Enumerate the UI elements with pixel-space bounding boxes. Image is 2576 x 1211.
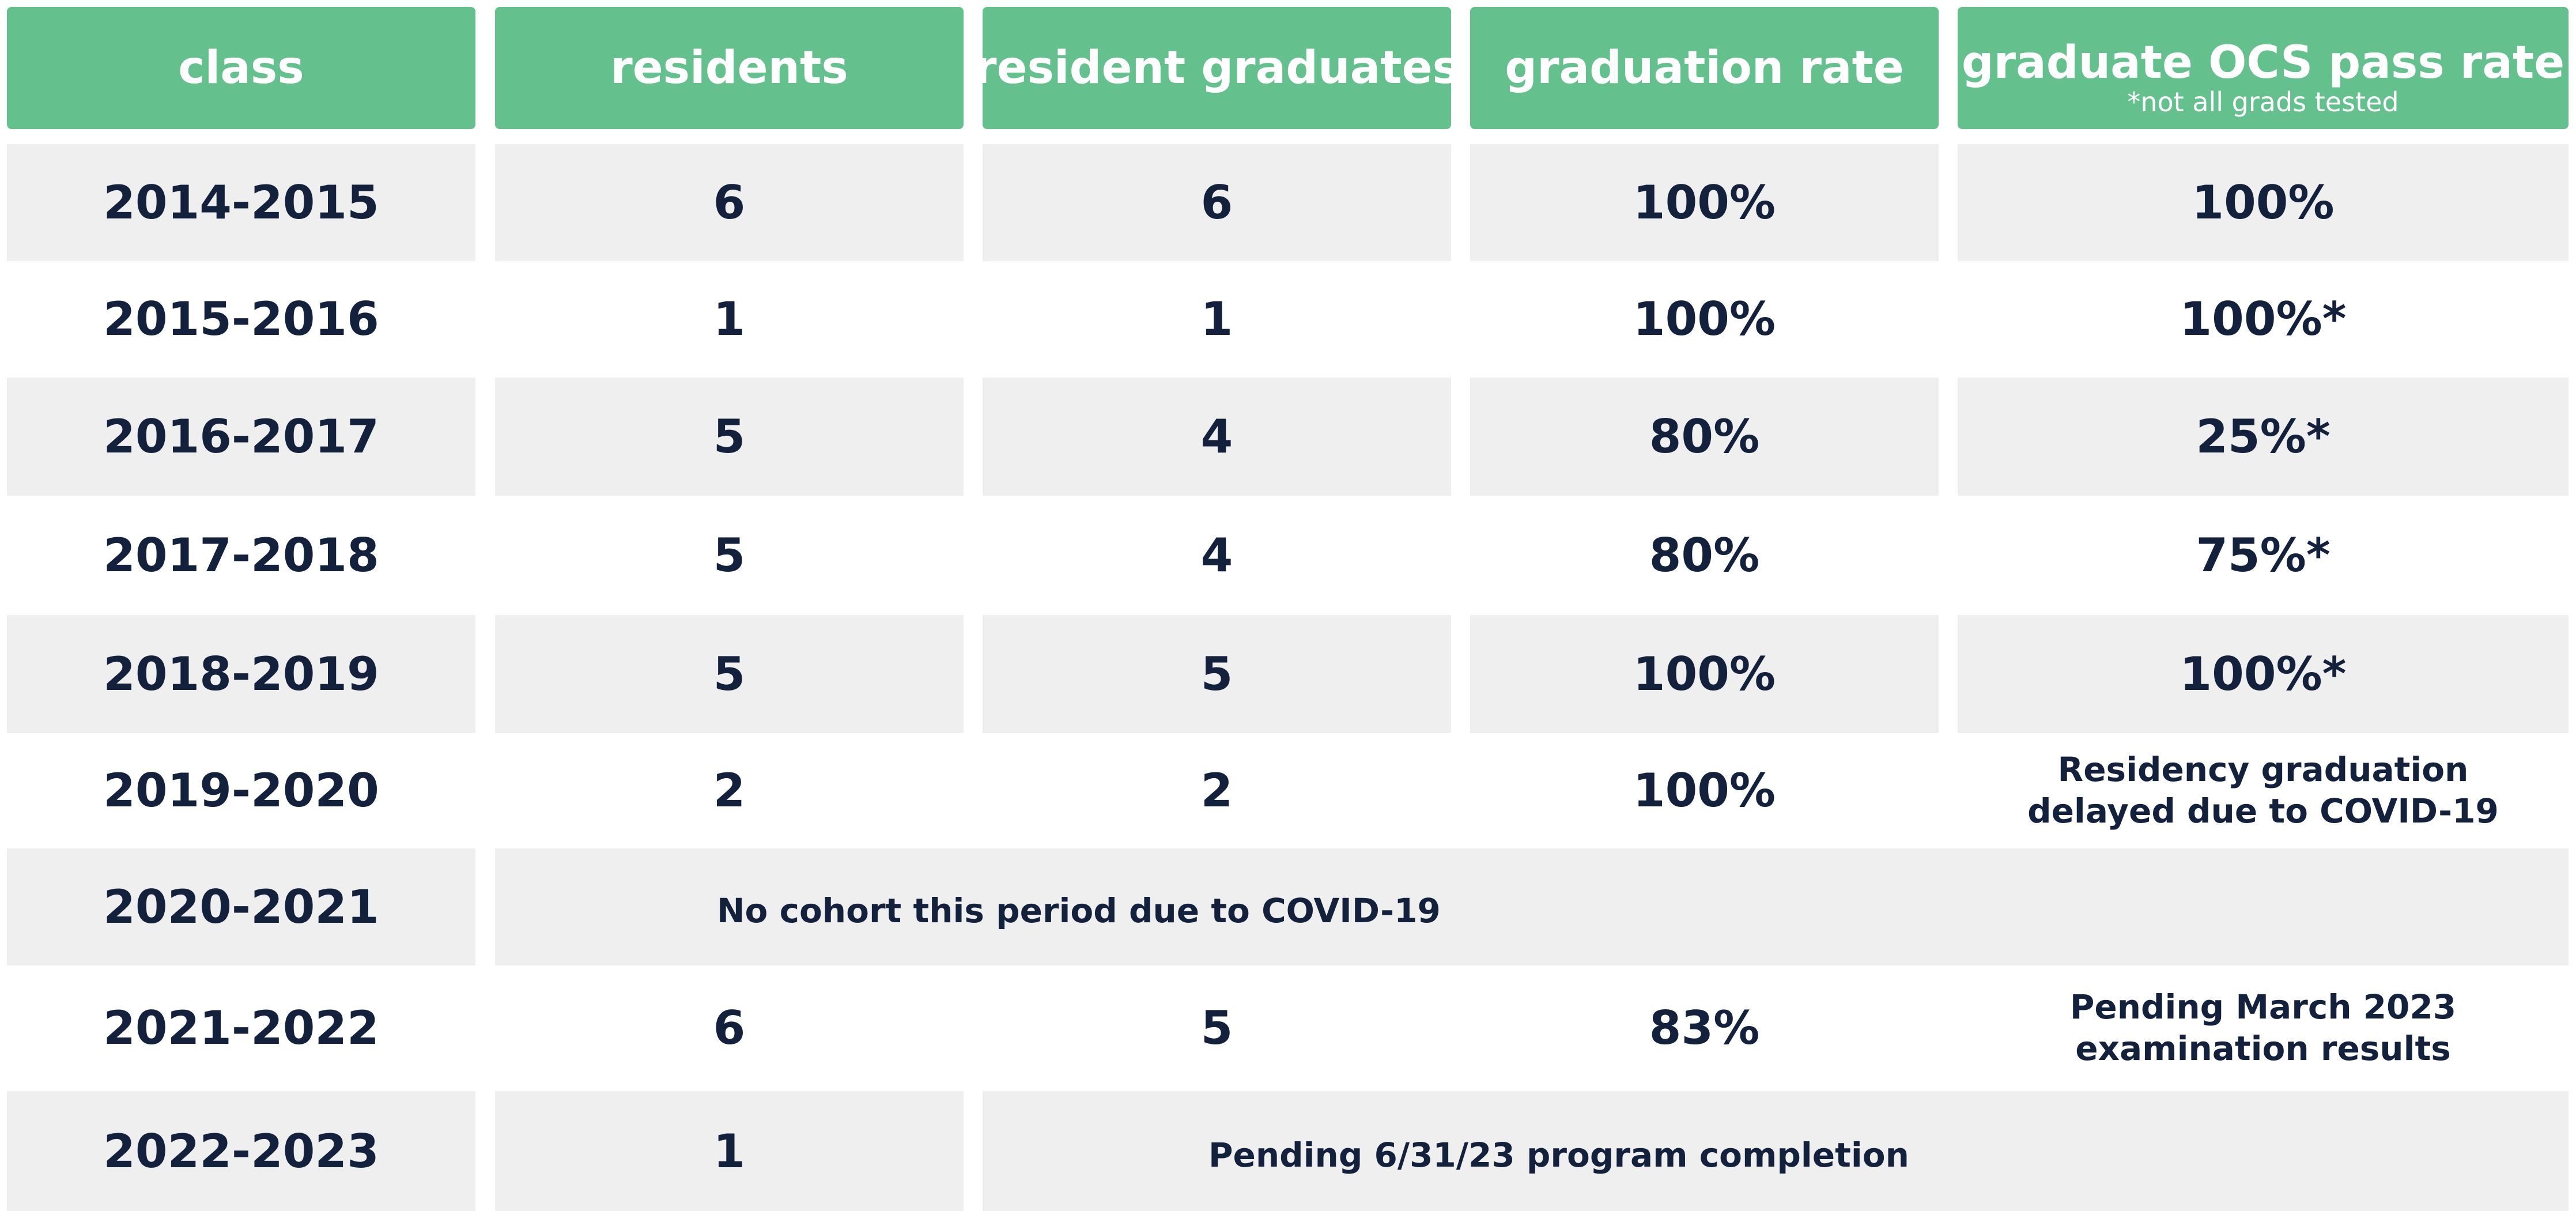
cell-class-2016-2017: 2016-2017 — [7, 378, 475, 496]
cell-residents-2022-2023: 1 — [495, 1091, 964, 1211]
cell-ocs-2021-2022: Pending March 2023 examination results — [1958, 967, 2569, 1089]
cell-ocs-2017-2018: 75%* — [2196, 528, 2331, 582]
cell-class-2019-2020: 2019-2020 — [103, 763, 379, 817]
header-residents: residents — [495, 7, 964, 129]
cell-grad-rate-2014-2015: 100% — [1470, 144, 1939, 261]
cell-graduates-2016-2017: 4 — [983, 378, 1451, 496]
cell-class-2020-2021: 2020-2021 — [7, 848, 475, 965]
cell-grad-rate-2015-2016: 100% — [1633, 292, 1776, 346]
cell-note-2020-2021: No cohort this period due to COVID-19 — [495, 848, 2569, 965]
header-graduation-rate-label: graduation rate — [1505, 42, 1904, 94]
cell-residents-2015-2016: 1 — [713, 292, 746, 346]
cell-grad-rate-2017-2018: 80% — [1649, 528, 1760, 582]
header-residents-label: residents — [610, 42, 848, 94]
header-resident-graduates: resident graduates — [975, 7, 1459, 129]
cell-graduates-2021-2022: 5 — [1200, 1001, 1233, 1055]
cell-graduates-2019-2020: 2 — [1200, 763, 1233, 817]
cell-graduates-2015-2016: 1 — [1200, 292, 1233, 346]
cell-class-2015-2016: 2015-2016 — [103, 292, 379, 346]
ocs-2021-2022-line2: examination results — [2075, 1029, 2451, 1068]
cell-class-2014-2015: 2014-2015 — [7, 144, 475, 261]
cell-ocs-2015-2016: 100%* — [2180, 292, 2347, 346]
cell-class-2021-2022: 2021-2022 — [103, 1001, 379, 1055]
cell-class-2018-2019: 2018-2019 — [7, 615, 475, 733]
header-resident-graduates-label: resident graduates — [975, 42, 1459, 94]
cell-ocs-2018-2019: 100%* — [1958, 615, 2569, 733]
cell-graduates-2014-2015: 6 — [983, 144, 1451, 261]
cell-residents-2019-2020: 2 — [713, 763, 746, 817]
cell-note-2022-2023: Pending 6/31/23 program completion — [983, 1091, 2569, 1211]
ocs-2021-2022-line1: Pending March 2023 — [2069, 987, 2457, 1027]
cell-residents-2021-2022: 6 — [713, 1001, 746, 1055]
header-ocs-pass-rate: graduate OCS pass rate *not all grads te… — [1958, 7, 2569, 129]
cell-graduates-2018-2019: 5 — [983, 615, 1451, 733]
cell-grad-rate-2019-2020: 100% — [1633, 763, 1776, 817]
ocs-2019-2020-line1: Residency graduation — [2057, 749, 2469, 789]
cell-residents-2017-2018: 5 — [713, 528, 746, 582]
cell-grad-rate-2016-2017: 80% — [1470, 378, 1939, 496]
ocs-2019-2020-line2: delayed due to COVID-19 — [2027, 791, 2499, 831]
header-graduation-rate: graduation rate — [1470, 7, 1939, 129]
cell-ocs-2019-2020: Residency graduation delayed due to COVI… — [1958, 733, 2569, 847]
cell-residents-2018-2019: 5 — [495, 615, 964, 733]
cell-grad-rate-2021-2022: 83% — [1649, 1001, 1760, 1055]
cell-class-2022-2023: 2022-2023 — [7, 1091, 475, 1211]
header-ocs-pass-rate-label: graduate OCS pass rate — [1961, 37, 2565, 89]
header-class: class — [7, 7, 475, 129]
cell-ocs-2014-2015: 100% — [1958, 144, 2569, 261]
cell-ocs-2016-2017: 25%* — [1958, 378, 2569, 496]
cell-grad-rate-2018-2019: 100% — [1470, 615, 1939, 733]
cell-graduates-2017-2018: 4 — [1200, 528, 1233, 582]
cell-class-2017-2018: 2017-2018 — [103, 528, 379, 582]
cell-residents-2014-2015: 6 — [495, 144, 964, 261]
header-ocs-footnote: *not all grads tested — [2127, 86, 2399, 118]
header-class-label: class — [178, 42, 304, 94]
cell-residents-2016-2017: 5 — [495, 378, 964, 496]
